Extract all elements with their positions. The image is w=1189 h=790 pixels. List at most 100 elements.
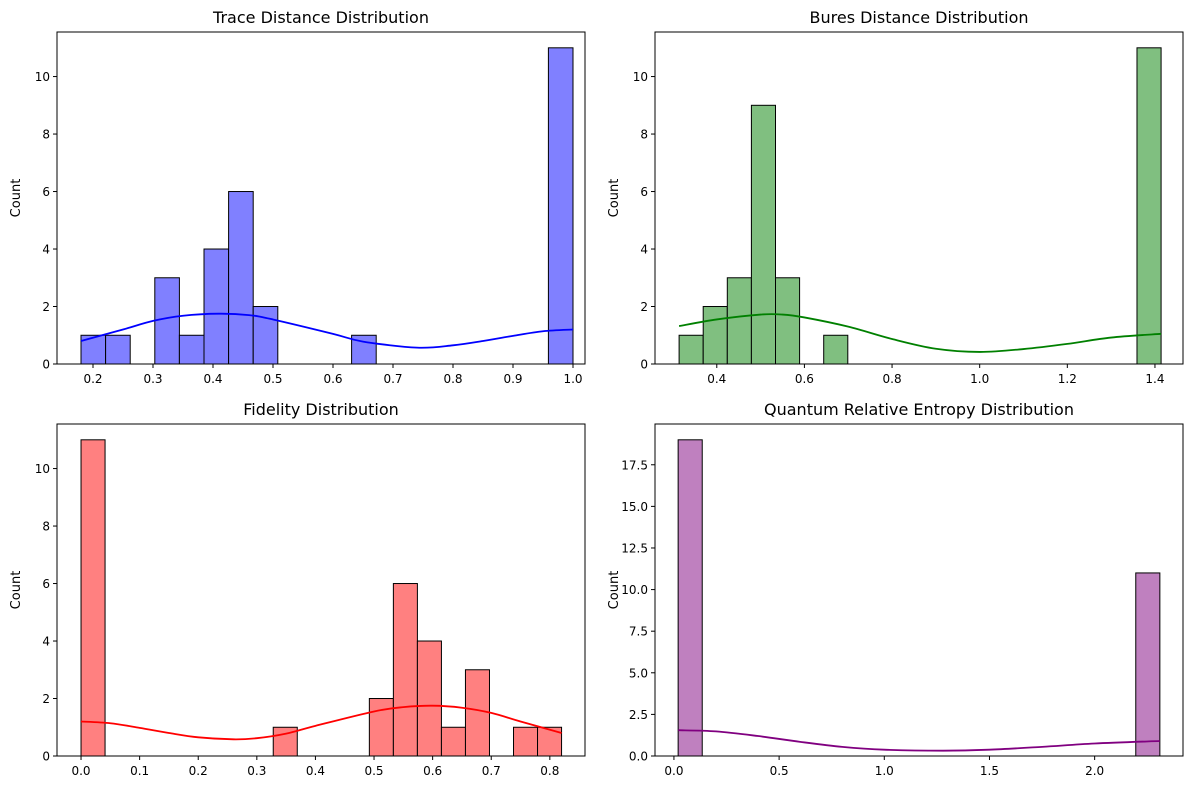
histogram-bar (750, 104, 777, 365)
y-axis-ticks: 0.0 2.5 5.0 7.5 10.0 12.5 15.0 17.5 (621, 458, 655, 764)
axes-frame (56, 31, 586, 365)
y-tick-label: 8 (42, 128, 50, 142)
histogram-bar (1136, 47, 1162, 365)
y-tick-label: 10 (35, 462, 50, 476)
chart-title: Bures Distance Distribution (810, 8, 1029, 27)
histogram-bar (203, 248, 230, 365)
y-tick-label: 17.5 (621, 458, 648, 472)
y-axis-ticks: 0 2 4 6 8 10 (633, 70, 655, 372)
x-tick-label: 0.4 (707, 372, 726, 386)
x-tick-label: 0.0 (71, 764, 90, 778)
histogram-bar (464, 669, 490, 757)
x-tick-label: 0.1 (130, 764, 149, 778)
histogram-bar (1135, 572, 1161, 757)
histogram-bar (252, 306, 279, 365)
x-tick-label: 0.6 (323, 372, 342, 386)
y-tick-label: 6 (42, 577, 50, 591)
histogram-bars (80, 47, 574, 365)
x-tick-label: 0.3 (143, 372, 162, 386)
x-tick-label: 1.2 (1058, 372, 1077, 386)
y-tick-label: 10.0 (621, 583, 648, 597)
histogram-bar (702, 306, 728, 365)
y-tick-label: 2 (42, 692, 50, 706)
x-tick-label: 0.3 (247, 764, 266, 778)
x-tick-label: 1.0 (970, 372, 989, 386)
x-tick-label: 1.5 (980, 764, 999, 778)
trace-distance-panel: Trace Distance Distribution Count 0.2 0.3… (9, 8, 586, 386)
y-tick-label: 0 (42, 750, 50, 764)
axes-frame (654, 31, 1184, 365)
x-tick-label: 0.5 (770, 764, 789, 778)
histogram-bar (228, 191, 254, 365)
x-tick-label: 0.9 (503, 372, 522, 386)
axes-frame (56, 423, 586, 757)
histogram-bar (392, 583, 418, 757)
histogram-bar (416, 640, 442, 757)
quantum-relative-entropy-panel: Quantum Relative Entropy Distribution Co… (607, 400, 1184, 778)
histogram-bar (677, 439, 703, 757)
kde-line (80, 704, 562, 741)
histogram-bar (80, 439, 106, 757)
y-tick-label: 12.5 (621, 541, 648, 555)
y-tick-label: 0 (640, 358, 648, 372)
histogram-bars (678, 47, 1162, 365)
y-tick-label: 8 (42, 520, 50, 534)
x-axis-ticks: 0.0 0.5 1.0 1.5 2.0 (664, 756, 1104, 778)
x-tick-label: 0.2 (83, 372, 102, 386)
y-tick-label: 2.5 (629, 708, 648, 722)
histogram-bar (178, 334, 205, 365)
kde-line (678, 729, 1160, 752)
x-tick-label: 0.8 (443, 372, 462, 386)
histogram-bar (154, 277, 180, 365)
y-tick-label: 0.0 (629, 750, 648, 764)
y-tick-label: 4 (42, 635, 50, 649)
y-axis-label: Count (607, 571, 622, 610)
y-axis-ticks: 0 2 4 6 8 10 (35, 70, 57, 372)
fidelity-panel: Fidelity Distribution Count 0.0 0.1 0.2 0.3… (9, 400, 586, 778)
x-tick-label: 0.6 (795, 372, 814, 386)
histogram-bar (775, 277, 801, 365)
x-tick-label: 0.7 (482, 764, 501, 778)
y-tick-label: 15.0 (621, 500, 648, 514)
y-tick-label: 5.0 (629, 666, 648, 680)
y-axis-label: Count (9, 571, 24, 610)
x-tick-label: 0.8 (540, 764, 559, 778)
histogram-bar (678, 334, 704, 365)
y-tick-label: 0 (42, 358, 50, 372)
y-tick-label: 4 (42, 243, 50, 257)
kde-line (678, 313, 1162, 353)
x-tick-label: 0.4 (306, 764, 325, 778)
x-tick-label: 2.0 (1085, 764, 1104, 778)
y-axis-label: Count (9, 179, 24, 218)
x-tick-label: 0.8 (883, 372, 902, 386)
histogram-bar (547, 47, 574, 365)
x-axis-ticks: 0.4 0.6 0.8 1.0 1.2 1.4 (707, 364, 1165, 386)
x-tick-label: 0.6 (423, 764, 442, 778)
kde-line (80, 312, 574, 349)
x-tick-label: 1.0 (875, 764, 894, 778)
x-tick-label: 0.5 (263, 372, 282, 386)
y-tick-label: 2 (42, 300, 50, 314)
y-axis-label: Count (607, 179, 622, 218)
x-tick-label: 0.7 (383, 372, 402, 386)
histogram-bar (368, 698, 394, 757)
y-tick-label: 7.5 (629, 625, 648, 639)
x-axis-ticks: 0.2 0.3 0.4 0.5 0.6 0.7 0.8 0.9 1.0 (83, 364, 583, 386)
x-axis-ticks: 0.0 0.1 0.2 0.3 0.4 0.5 0.6 0.7 0.8 (71, 756, 559, 778)
y-tick-label: 10 (633, 70, 648, 84)
y-tick-label: 8 (640, 128, 648, 142)
x-tick-label: 0.0 (664, 764, 683, 778)
bures-distance-panel: Bures Distance Distribution Count 0.4 0.6… (607, 8, 1184, 386)
x-tick-label: 1.4 (1145, 372, 1164, 386)
chart-title: Trace Distance Distribution (212, 8, 429, 27)
histogram-bar (513, 726, 539, 757)
histogram-bars (80, 439, 563, 757)
histogram-bar (105, 334, 131, 365)
x-tick-label: 0.2 (189, 764, 208, 778)
y-tick-label: 4 (640, 243, 648, 257)
y-tick-label: 6 (640, 185, 648, 199)
x-tick-label: 0.5 (364, 764, 383, 778)
chart-title: Fidelity Distribution (243, 400, 399, 419)
